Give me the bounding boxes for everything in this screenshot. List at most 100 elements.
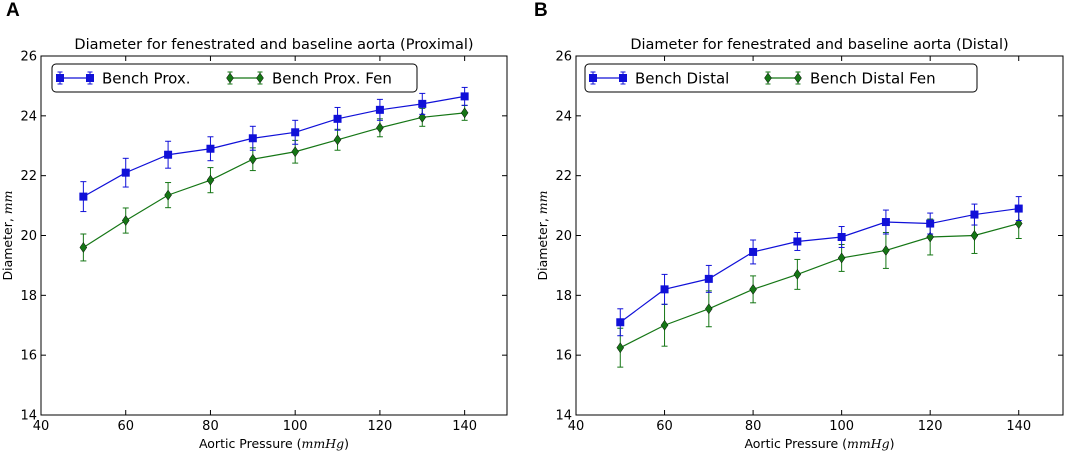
data-point [616,342,625,354]
y-tick-label: 20 [20,229,37,244]
y-tick-label: 22 [20,169,37,184]
data-point [749,247,758,256]
y-tick-label: 20 [555,229,572,244]
data-point [705,303,713,315]
data-point [333,114,342,123]
y-tick-label: 16 [20,349,37,364]
y-tick-label: 24 [555,109,572,124]
y-tick-label: 22 [555,169,572,184]
data-point [248,134,257,143]
legend: Bench Prox. Bench Prox. Fen [51,63,418,93]
data-point [375,105,384,114]
x-axis-label: Aortic Pressure (mmHg) [744,436,894,451]
x-axis-label-text: Aortic Pressure ( [744,436,847,451]
legend-label: Bench Distal [635,70,729,88]
data-point [79,242,88,253]
legend-label: Bench Prox. Fen [272,70,392,88]
data-point [926,219,935,228]
data-point [1014,204,1023,213]
x-tick-label: 100 [283,419,308,434]
y-tick-label: 26 [20,50,37,65]
legend-item-2: Bench Prox. Fen [226,70,392,88]
y-axis-label-unit: mm [0,190,15,214]
data-point [749,283,757,295]
x-tick-label: 120 [367,419,392,434]
y-tick-label: 18 [20,289,37,304]
legend-marker [794,72,802,84]
x-axis-label-close: ) [344,436,349,451]
chart-proximal: Diameter for fenestrated and baseline ao… [0,37,508,451]
x-tick-label: 80 [202,419,219,434]
x-tick-label: 40 [568,419,585,434]
data-point [164,150,173,159]
data-point [164,189,172,201]
data-point [616,318,625,327]
legend-marker [256,72,264,84]
y-axis-label: Diameter, mm [535,190,550,280]
y-axis-label-text: Diameter, [0,214,15,280]
series-line [83,95,465,198]
data-point [249,153,257,165]
x-axis-label: Aortic Pressure (mmHg) [199,436,349,451]
data-point [837,252,846,264]
data-point [837,232,846,241]
x-tick-label: 100 [829,419,854,434]
x-tick-label: 140 [452,419,477,434]
data-point [79,192,88,201]
plot-frame [40,55,508,416]
legend-marker [56,74,64,82]
series-2 [616,208,1023,368]
data-point [206,144,215,153]
panel-label-b: B [534,0,548,21]
x-axis-label-text: Aortic Pressure ( [199,436,302,451]
data-point [418,99,427,108]
data-point [881,218,890,227]
data-point [460,107,469,119]
series-line [619,207,1019,323]
data-point [970,230,979,241]
y-tick-label: 14 [20,409,37,424]
legend-item-1: Bench Distal [589,70,729,88]
y-tick-label: 18 [555,289,572,304]
legend-item-1: Bench Prox. [56,70,191,88]
series-2 [79,104,469,262]
series-line [620,222,1019,349]
x-tick-label: 80 [745,419,762,434]
data-point [793,237,802,246]
data-point [882,245,890,256]
legend-marker [86,74,94,82]
legend: Bench Distal Bench Distal Fen [584,63,978,93]
chart-distal: Diameter for fenestrated and baseline ao… [535,37,1064,451]
data-point [376,122,384,134]
y-tick-label: 16 [555,349,572,364]
data-point [660,319,669,331]
data-point [970,210,979,219]
y-axis-label-unit: mm [535,190,550,214]
x-axis-label-close: ) [890,436,895,451]
data-point [460,92,469,101]
legend-marker [589,74,597,82]
legend-label: Bench Distal Fen [810,70,936,88]
x-tick-label: 40 [33,419,50,434]
x-axis-label-unit: mmHg [847,436,890,451]
chart-title: Diameter for fenestrated and baseline ao… [74,37,473,53]
legend-marker [226,72,234,84]
legend-item-2: Bench Distal Fen [764,70,936,88]
x-tick-label: 60 [117,419,134,434]
chart-title: Diameter for fenestrated and baseline ao… [630,37,1008,53]
legend-marker [764,72,772,84]
y-axis-label: Diameter, mm [0,190,15,280]
data-point [121,168,130,177]
series-line [83,112,465,248]
data-point [793,268,802,280]
y-tick-label: 26 [555,50,572,65]
legend-marker [619,74,627,82]
data-point [206,174,215,186]
x-tick-label: 140 [1006,419,1031,434]
data-point [704,274,713,283]
data-point [121,215,130,226]
x-tick-label: 60 [656,419,673,434]
data-point [291,128,300,137]
data-point [660,285,669,294]
data-point [291,146,299,158]
